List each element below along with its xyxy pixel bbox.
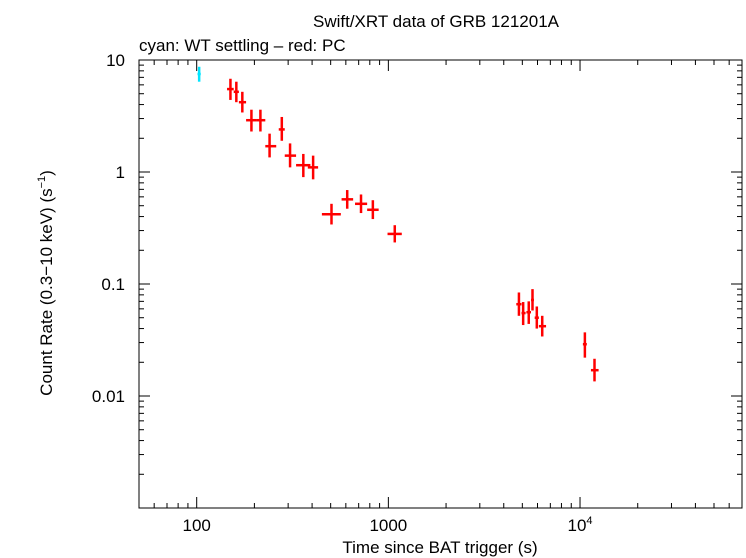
data-point <box>582 332 587 358</box>
data-point <box>197 66 201 82</box>
chart-subtitle: cyan: WT settling – red: PC <box>139 36 346 55</box>
series-wt-settling <box>197 66 201 82</box>
data-point <box>516 292 522 316</box>
data-point <box>341 190 354 209</box>
data-point <box>233 81 239 103</box>
y-axis-label: Count Rate (0.3−10 keV) (s−1) <box>36 170 56 396</box>
series-pc <box>227 78 599 382</box>
y-tick-label: 10 <box>106 51 125 70</box>
data-point <box>238 91 247 113</box>
data-point <box>521 302 526 326</box>
x-tick-label: 104 <box>568 515 593 535</box>
x-tick-label: 100 <box>183 516 211 535</box>
data-point <box>307 155 319 180</box>
data-series <box>197 66 599 382</box>
data-point <box>227 78 234 100</box>
data-point <box>534 306 539 329</box>
y-axis-label-tail: ) <box>37 170 56 176</box>
data-point <box>387 225 402 243</box>
y-tick-label: 0.01 <box>92 387 125 406</box>
y-axis-label-main: Count Rate (0.3−10 keV) (s <box>37 188 56 395</box>
data-point <box>538 315 547 337</box>
x-tick-label: 1000 <box>369 516 407 535</box>
data-point <box>367 200 379 220</box>
data-point <box>590 358 599 382</box>
chart-title: Swift/XRT data of GRB 121201A <box>313 12 560 31</box>
data-point <box>246 109 257 132</box>
x-axis-label: Time since BAT trigger (s) <box>342 538 537 557</box>
data-point <box>265 133 277 158</box>
data-point <box>355 194 368 214</box>
data-point <box>526 301 532 324</box>
plot-frame <box>138 59 743 509</box>
x-axis-ticks <box>138 60 743 508</box>
data-point <box>531 289 534 311</box>
data-point <box>256 109 266 132</box>
data-point <box>321 203 341 225</box>
data-point <box>296 153 311 178</box>
x-axis-tick-labels: 100 1000 104 <box>183 515 593 535</box>
y-axis-ticks <box>139 59 742 509</box>
y-axis-tick-labels: 10 1 0.1 0.01 <box>92 51 125 406</box>
y-tick-label: 0.1 <box>101 275 125 294</box>
data-point <box>278 116 285 141</box>
y-axis-label-superscript: −1 <box>36 176 48 189</box>
data-point <box>284 143 297 168</box>
y-tick-label: 1 <box>116 163 125 182</box>
